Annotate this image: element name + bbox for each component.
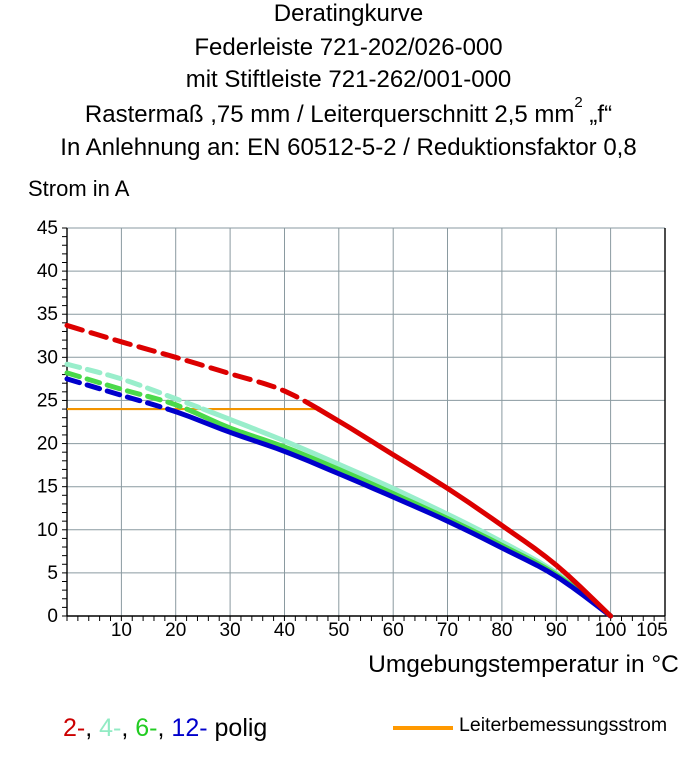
svg-text:30: 30	[220, 620, 241, 641]
svg-text:80: 80	[491, 620, 512, 641]
svg-text:0: 0	[47, 606, 58, 627]
svg-text:40: 40	[37, 261, 58, 282]
svg-text:20: 20	[165, 620, 186, 641]
svg-text:35: 35	[37, 304, 58, 325]
svg-text:40: 40	[274, 620, 295, 641]
svg-text:70: 70	[437, 620, 458, 641]
svg-text:60: 60	[383, 620, 404, 641]
svg-text:90: 90	[546, 620, 567, 641]
svg-text:50: 50	[328, 620, 349, 641]
svg-text:5: 5	[47, 563, 58, 584]
svg-text:30: 30	[37, 347, 58, 368]
svg-text:20: 20	[37, 434, 58, 455]
svg-text:15: 15	[37, 477, 58, 498]
svg-text:10: 10	[37, 520, 58, 541]
svg-text:45: 45	[37, 218, 58, 239]
svg-text:25: 25	[37, 390, 58, 411]
svg-text:10: 10	[111, 620, 132, 641]
svg-text:105: 105	[636, 620, 668, 641]
svg-text:100: 100	[595, 620, 627, 641]
